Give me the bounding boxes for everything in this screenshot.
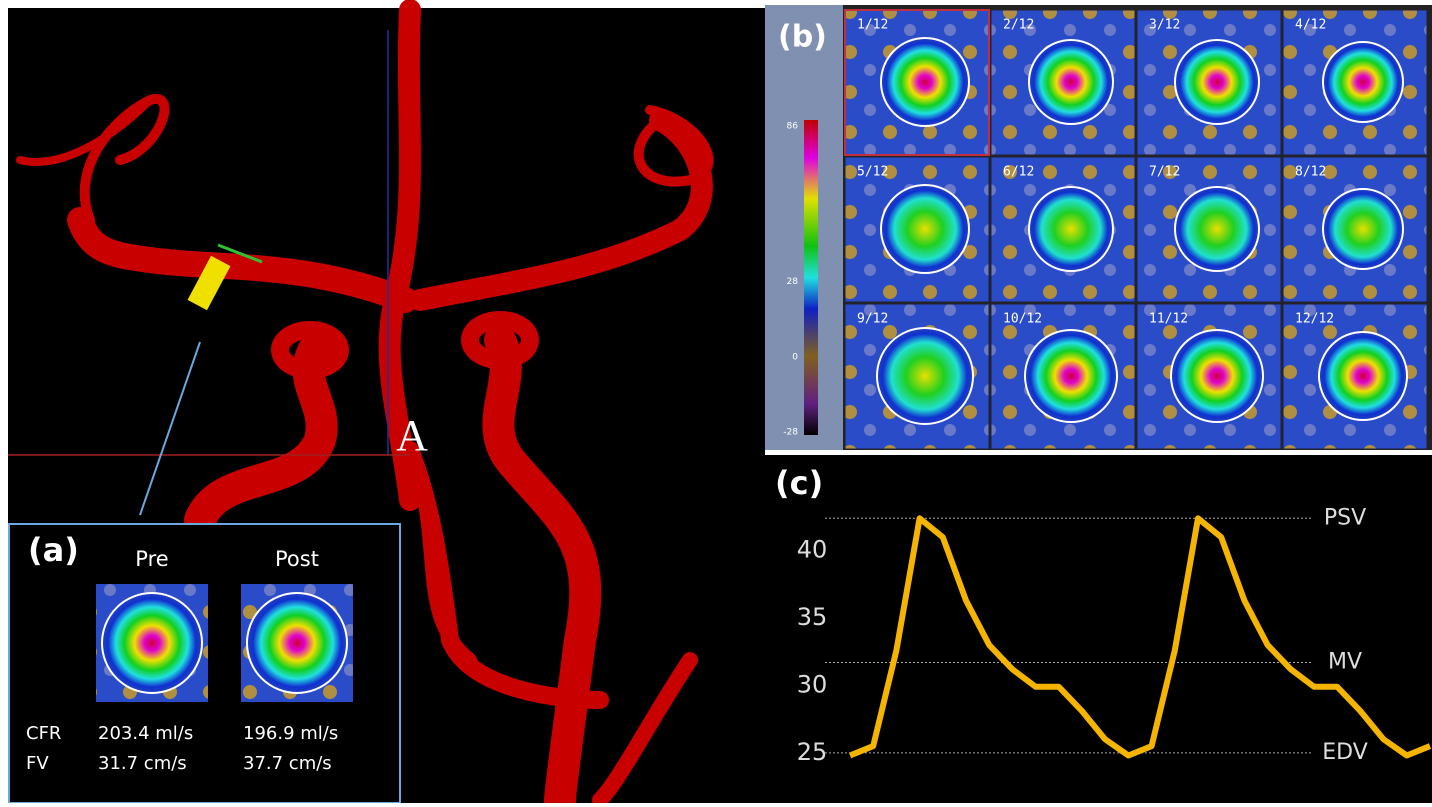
frame-label: 11/12 [1149, 312, 1188, 327]
frame-label: 4/12 [1295, 18, 1326, 33]
reference-label: EDV [1322, 740, 1368, 765]
flow-map [1171, 330, 1263, 422]
flow-map [1025, 330, 1117, 422]
frame-label: 9/12 [857, 312, 888, 327]
flow-map [1029, 187, 1113, 271]
colorbar-tick-label: 86 [787, 122, 799, 132]
y-tick-label: 35 [797, 603, 828, 631]
frame-label: 10/12 [1003, 312, 1042, 327]
frame-label: 6/12 [1003, 165, 1034, 180]
flow-map [1323, 42, 1403, 122]
cell-value: 203.4 ml/s [98, 723, 193, 744]
flow-map [1319, 332, 1407, 420]
panel-label: (b) [778, 20, 827, 55]
flow-map [1175, 187, 1259, 271]
panel-b-content: 86 28 0 -28 1/12 2/12 3/12 4/12 5/12 6/12 7/12 8/12… [783, 10, 1427, 449]
flow-map [1175, 40, 1259, 124]
flow-map [881, 38, 969, 126]
flow-map [881, 185, 969, 273]
cell-value: 31.7 cm/s [98, 753, 187, 774]
chart-title: (c) [775, 464, 823, 502]
frame-label: 5/12 [857, 165, 888, 180]
colorbar-tick-label: 0 [792, 352, 798, 362]
colorbar-tick-label: -28 [783, 428, 798, 438]
flow-map [877, 328, 973, 424]
cell-value: 37.7 cm/s [243, 753, 332, 774]
colorbar [804, 120, 818, 435]
y-tick-label: 25 [797, 738, 828, 766]
flow-map [247, 593, 347, 693]
flow-map [102, 593, 202, 693]
cell-value: 196.9 ml/s [243, 723, 338, 744]
flow-map [1323, 189, 1403, 269]
y-tick-label: 40 [797, 536, 828, 564]
row-label: FV [26, 753, 49, 774]
frame-label: 2/12 [1003, 18, 1034, 33]
column-header: Pre [135, 547, 168, 571]
page: { "main_image": {"label": "A"}, "panel_a… [0, 0, 1432, 803]
frame-label: 8/12 [1295, 165, 1326, 180]
reference-label: PSV [1324, 505, 1366, 530]
panel-label: (a) [28, 531, 79, 569]
frame-label: 12/12 [1295, 312, 1334, 327]
frame-label: 3/12 [1149, 18, 1180, 33]
figure: A (a) Pre Post CFR 203.4 ml/s 196.9 ml/s FV 31… [0, 0, 1432, 803]
vessel-label: A [396, 411, 428, 460]
row-label: CFR [26, 723, 61, 744]
frame-label: 7/12 [1149, 165, 1180, 180]
reference-label: MV [1328, 650, 1362, 675]
frame-label: 1/12 [857, 18, 888, 33]
colorbar-tick-label: 28 [787, 277, 799, 287]
column-header: Post [275, 547, 319, 571]
y-tick-label: 30 [797, 670, 828, 698]
flow-map [1029, 40, 1113, 124]
